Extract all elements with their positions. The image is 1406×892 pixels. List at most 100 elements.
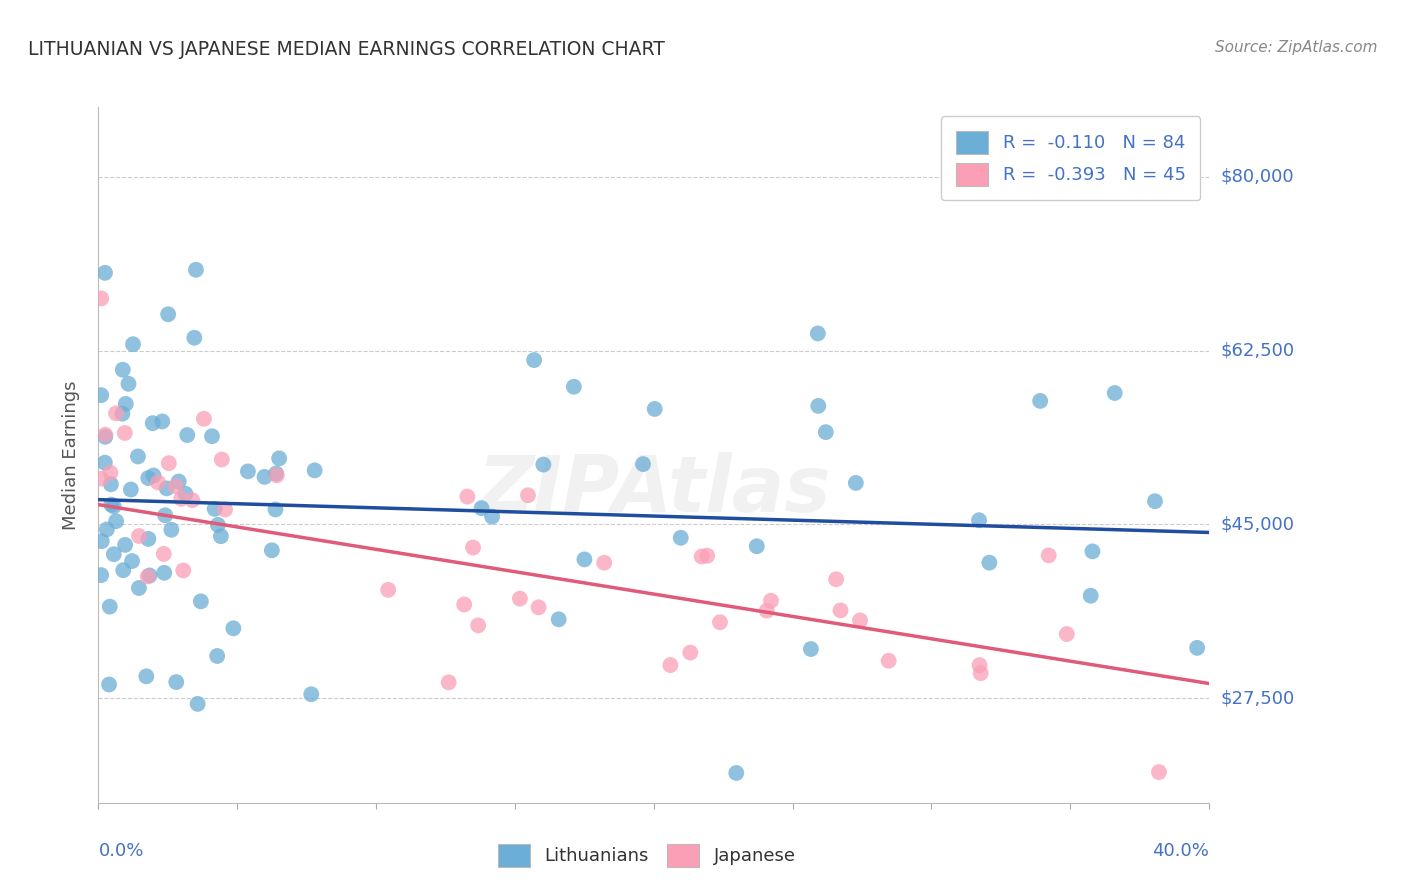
Point: [190, 594, 212, 608]
Point: [98, 599, 121, 614]
Point: [527, 600, 550, 615]
Point: [877, 654, 900, 668]
Point: [111, 407, 134, 421]
Point: [800, 642, 823, 657]
Point: [187, 697, 209, 711]
Point: [150, 414, 173, 428]
Legend: R =  -0.110   N = 84, R =  -0.393   N = 45: R = -0.110 N = 84, R = -0.393 N = 45: [941, 116, 1201, 201]
Point: [105, 406, 128, 420]
Point: [759, 594, 782, 608]
Point: [165, 479, 187, 493]
Point: [755, 604, 778, 618]
Point: [128, 529, 150, 543]
Point: [167, 475, 190, 489]
Point: [690, 549, 713, 564]
Point: [103, 547, 125, 561]
Point: [120, 483, 142, 497]
Point: [807, 326, 830, 341]
Point: [181, 493, 204, 508]
Point: [142, 416, 165, 430]
Point: [184, 262, 207, 277]
Point: [136, 471, 159, 485]
Point: [531, 458, 554, 472]
Point: [211, 452, 233, 467]
Text: ZIPAtlas: ZIPAtlas: [477, 451, 831, 528]
Point: [807, 399, 830, 413]
Point: [135, 669, 157, 683]
Legend: Lithuanians, Japanese: Lithuanians, Japanese: [491, 837, 803, 874]
Point: [969, 666, 991, 681]
Text: 0.0%: 0.0%: [98, 842, 143, 860]
Point: [160, 523, 183, 537]
Text: $62,500: $62,500: [1220, 342, 1295, 359]
Point: [112, 563, 135, 577]
Point: [142, 468, 165, 483]
Point: [157, 456, 180, 470]
Point: [90, 534, 112, 549]
Point: [481, 509, 503, 524]
Point: [94, 427, 117, 442]
Point: [153, 566, 176, 580]
Y-axis label: Median Earnings: Median Earnings: [62, 380, 80, 530]
Point: [153, 508, 176, 523]
Point: [201, 429, 224, 443]
Point: [94, 266, 117, 280]
Point: [523, 353, 546, 368]
Point: [669, 531, 692, 545]
Point: [979, 556, 1001, 570]
Point: [172, 564, 194, 578]
Point: [193, 411, 215, 425]
Point: [1081, 544, 1104, 558]
Point: [1056, 627, 1078, 641]
Point: [146, 475, 169, 490]
Point: [849, 614, 872, 628]
Point: [467, 618, 489, 632]
Point: [845, 475, 868, 490]
Point: [214, 502, 236, 516]
Point: [644, 401, 666, 416]
Point: [269, 451, 291, 466]
Point: [830, 603, 852, 617]
Point: [176, 428, 198, 442]
Point: [264, 502, 287, 516]
Point: [236, 464, 259, 478]
Point: [157, 307, 180, 321]
Point: [1029, 393, 1052, 408]
Point: [170, 491, 193, 506]
Point: [1147, 765, 1170, 780]
Point: [114, 538, 136, 552]
Point: [659, 658, 682, 673]
Point: [299, 687, 322, 701]
Point: [264, 467, 287, 481]
Text: LITHUANIAN VS JAPANESE MEDIAN EARNINGS CORRELATION CHART: LITHUANIAN VS JAPANESE MEDIAN EARNINGS C…: [28, 40, 665, 59]
Point: [174, 487, 197, 501]
Point: [814, 425, 837, 439]
Point: [204, 502, 226, 516]
Point: [152, 547, 174, 561]
Point: [94, 430, 117, 444]
Text: $80,000: $80,000: [1220, 168, 1294, 186]
Point: [456, 490, 478, 504]
Point: [156, 481, 179, 495]
Point: [377, 582, 399, 597]
Point: [825, 572, 848, 586]
Point: [90, 292, 112, 306]
Point: [517, 488, 540, 502]
Point: [1038, 549, 1060, 563]
Point: [94, 456, 117, 470]
Point: [165, 675, 187, 690]
Point: [100, 498, 122, 512]
Point: [103, 500, 125, 514]
Point: [117, 376, 139, 391]
Point: [136, 569, 159, 583]
Point: [90, 568, 112, 582]
Point: [547, 612, 569, 626]
Point: [471, 501, 494, 516]
Point: [121, 554, 143, 568]
Text: $45,000: $45,000: [1220, 516, 1295, 533]
Point: [90, 388, 112, 402]
Point: [114, 397, 136, 411]
Point: [967, 513, 990, 527]
Point: [100, 466, 122, 480]
Point: [253, 470, 276, 484]
